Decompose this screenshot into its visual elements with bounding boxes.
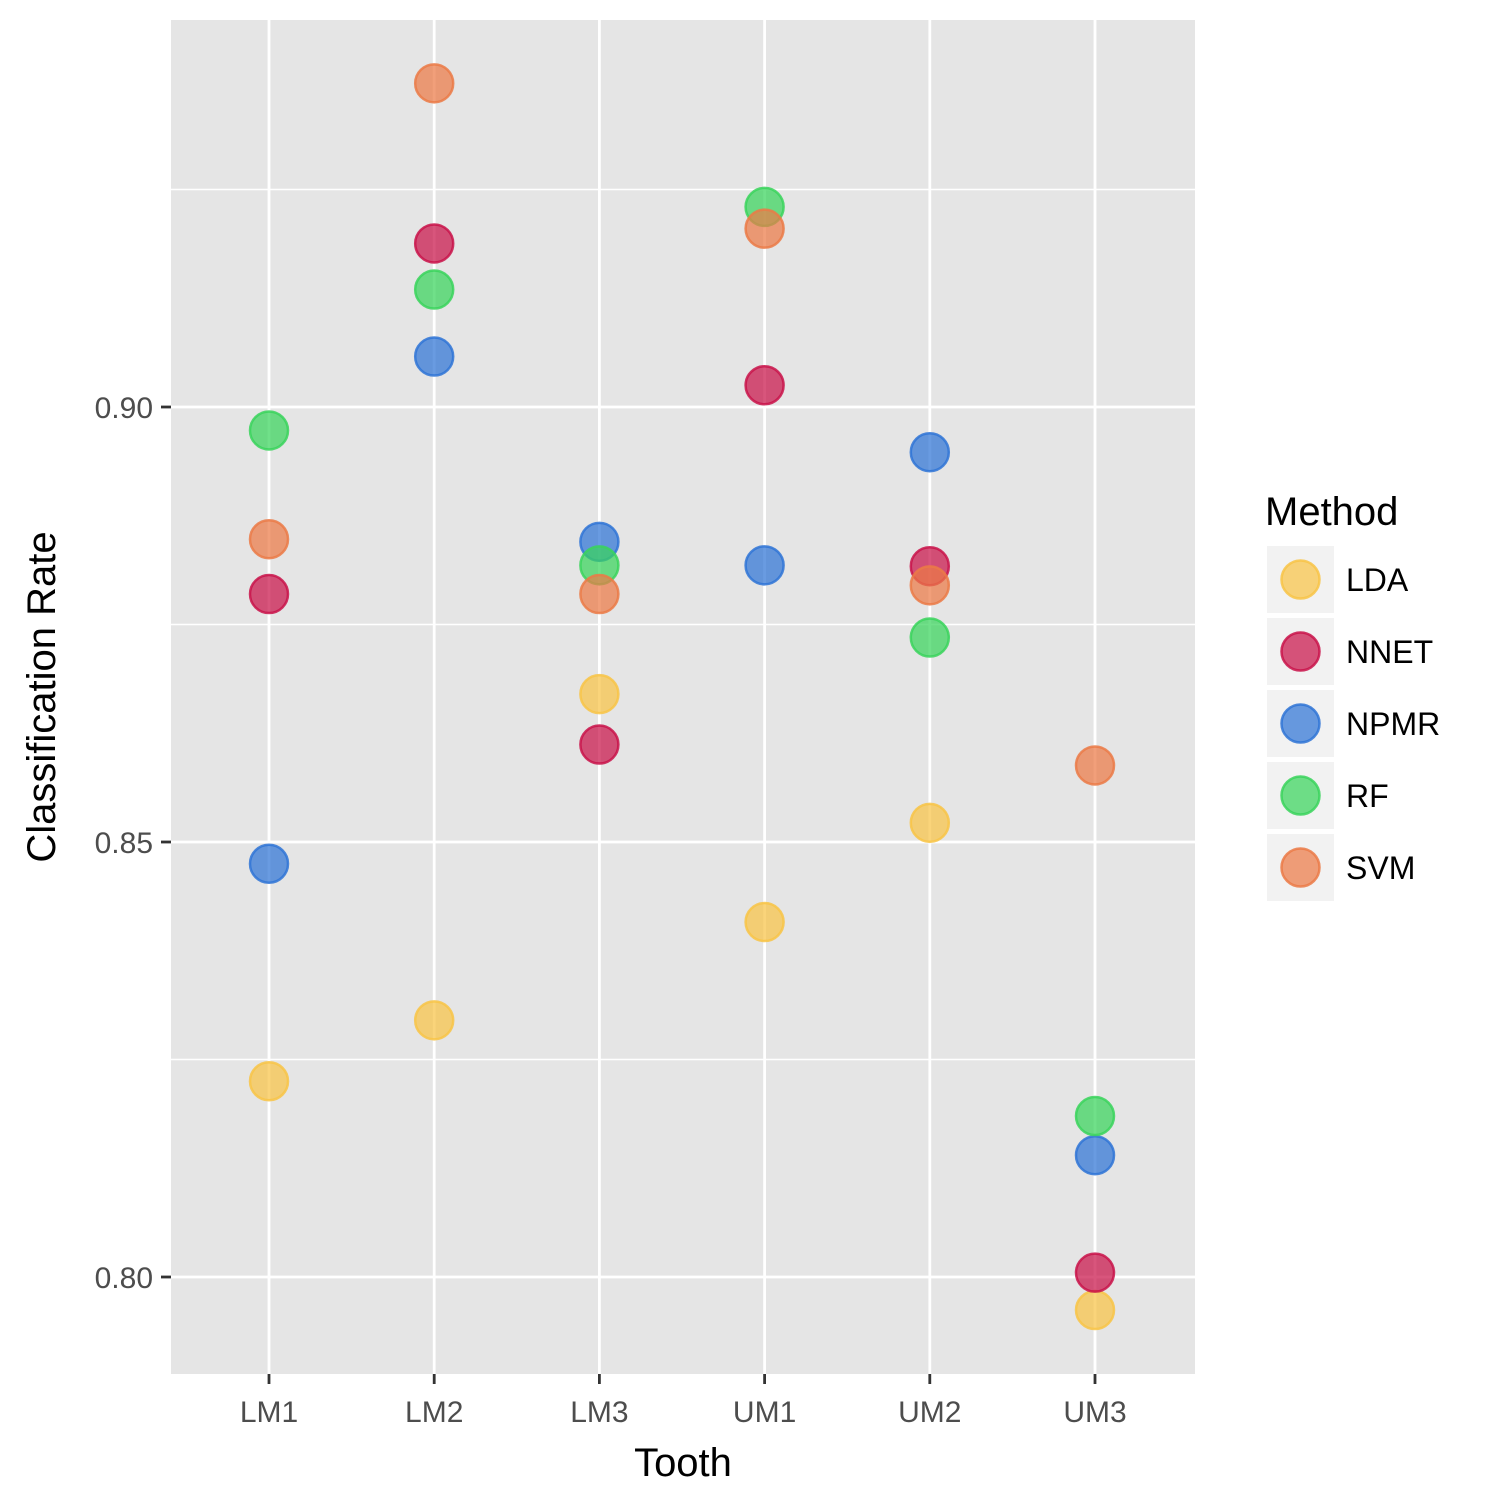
point-nnet	[413, 223, 455, 264]
legend-marker-nnet	[1280, 631, 1321, 672]
point-npmr	[1074, 1134, 1116, 1176]
x-tick-label: UM2	[898, 1396, 961, 1429]
point-svm	[1074, 745, 1116, 786]
point-nnet	[248, 573, 290, 615]
point-lda	[1074, 1289, 1116, 1331]
point-npmr	[413, 336, 455, 377]
y-tick-label: 0.80	[95, 1262, 153, 1295]
point-rf	[1074, 1095, 1116, 1137]
x-tick-label: UM3	[1063, 1396, 1126, 1429]
x-tick-label: LM2	[405, 1396, 463, 1429]
legend-label-nnet: NNET	[1346, 634, 1433, 670]
point-nnet	[1074, 1252, 1116, 1293]
legend-marker-npmr	[1280, 703, 1321, 744]
data-points	[248, 63, 1116, 1331]
point-svm	[579, 573, 620, 615]
y-tick-label: 0.85	[95, 827, 153, 860]
legend-label-lda: LDA	[1346, 562, 1409, 598]
point-rf	[413, 269, 455, 310]
point-lda	[909, 802, 951, 844]
legend-label-npmr: NPMR	[1346, 706, 1440, 742]
point-nnet	[579, 724, 620, 765]
legend-marker-rf	[1280, 775, 1321, 816]
point-svm	[413, 63, 455, 104]
y-axis-title: Classification Rate	[20, 531, 64, 862]
point-rf	[248, 410, 290, 451]
point-lda	[248, 1061, 290, 1102]
legend-marker-svm	[1280, 847, 1321, 888]
plot-panel	[171, 20, 1195, 1374]
point-svm	[744, 208, 785, 249]
axes: 0.80 0.85 0.90 LM1 LM2 LM3 UM1 UM2 UM3	[95, 392, 1127, 1429]
legend-label-svm: SVM	[1346, 850, 1415, 886]
point-npmr	[909, 431, 951, 473]
x-tick-label: UM1	[733, 1396, 796, 1429]
minor-gridlines	[171, 188, 1195, 1061]
point-lda	[579, 673, 620, 715]
y-tick-label: 0.90	[95, 392, 153, 425]
point-lda	[744, 901, 785, 943]
point-npmr	[248, 843, 290, 884]
legend: Method LDA NNET NPMR RF SVM	[1265, 490, 1440, 901]
point-nnet	[744, 365, 785, 406]
point-npmr	[744, 545, 785, 586]
point-lda	[413, 1000, 455, 1041]
x-axis-title: Tooth	[634, 1441, 732, 1485]
x-tick-label: LM1	[240, 1396, 298, 1429]
legend-marker-lda	[1280, 559, 1321, 600]
point-svm	[909, 565, 951, 606]
point-rf	[909, 617, 951, 658]
point-svm	[248, 518, 290, 560]
x-tick-label: LM3	[570, 1396, 628, 1429]
legend-title: Method	[1265, 490, 1398, 534]
legend-label-rf: RF	[1346, 778, 1389, 814]
